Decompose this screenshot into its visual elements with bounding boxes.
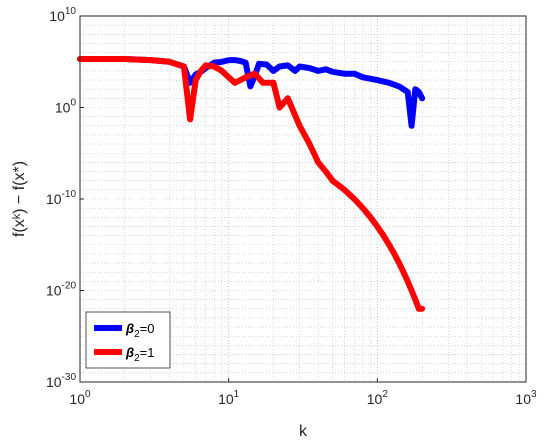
x-tick-label: 103 (515, 389, 537, 407)
x-tick-label: 101 (218, 389, 240, 407)
y-tick-label: 1010 (49, 6, 76, 24)
legend-box (85, 311, 171, 369)
y-tick-label: 10-20 (46, 281, 76, 299)
series-line-1 (77, 56, 426, 312)
x-axis-ticks: 100 101 102 103 (69, 378, 537, 407)
y-tick-label: 10-10 (46, 189, 76, 207)
legend-label-0: β2=0 (125, 321, 154, 340)
x-tick-label: 100 (69, 389, 91, 407)
legend-label-1: β2=1 (125, 345, 154, 364)
y-axis-ticks: 10-30 10-20 10-10 100 1010 (46, 6, 84, 390)
y-tick-label: 10-30 (46, 372, 76, 390)
series-layer (77, 56, 426, 312)
x-tick-label: 102 (367, 389, 389, 407)
x-axis-label: k (299, 423, 308, 440)
y-tick-label: 100 (55, 98, 77, 116)
legend: β2=0 β2=1 (85, 311, 171, 369)
y-axis-label: f(xᵏ) − f(x*) (11, 161, 28, 237)
